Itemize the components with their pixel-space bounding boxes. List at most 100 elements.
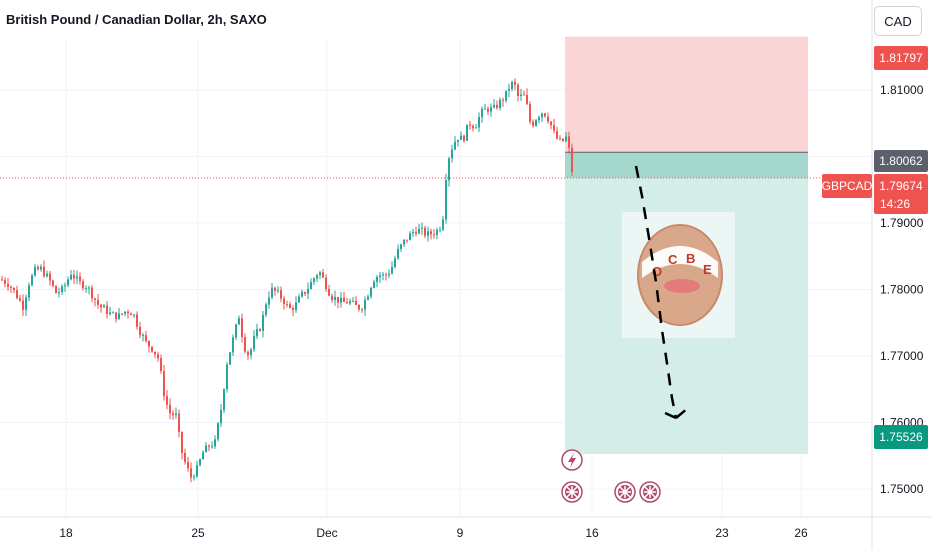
candle-body (463, 135, 465, 141)
symbol-title[interactable]: British Pound / Canadian Dollar, 2h, SAX… (6, 12, 267, 27)
candle-body (208, 445, 210, 447)
candle-body (460, 135, 462, 140)
candle-body (256, 329, 258, 337)
candle-body (487, 108, 489, 112)
candle-body (430, 231, 432, 235)
candle-body (535, 120, 537, 126)
candle-body (226, 364, 228, 390)
candle-body (439, 229, 441, 231)
candle-body (559, 138, 561, 140)
candle-body (202, 452, 204, 460)
time-label-23: 23 (715, 526, 729, 540)
uk-flag-event-icon[interactable] (639, 481, 661, 503)
candle-body (538, 117, 540, 121)
candle-body (79, 276, 81, 282)
candle-body (352, 300, 354, 302)
projection-dashed-path[interactable] (634, 165, 689, 420)
candle-body (424, 227, 426, 236)
candle-body (70, 274, 72, 280)
candle-body (169, 404, 171, 414)
candle-body (388, 273, 390, 276)
candle-body (214, 439, 216, 447)
watermark-letter-o: O (652, 264, 662, 279)
candle-body (19, 298, 21, 301)
candle-body (340, 297, 342, 303)
candle-body (115, 312, 117, 319)
candle-body (415, 231, 417, 234)
candle-body (184, 452, 186, 463)
horizontal-grid (0, 89, 872, 490)
candle-body (313, 278, 315, 282)
candle-body (286, 304, 288, 306)
candle-body (499, 99, 501, 108)
take-profit-badge: 1.75526 (874, 425, 928, 449)
candle-body (64, 285, 66, 287)
candle-body (16, 290, 18, 299)
candle-body (337, 296, 339, 303)
candle-body (13, 287, 15, 291)
candle-body (49, 273, 51, 281)
candle-body (562, 138, 564, 141)
candle-body (529, 104, 531, 122)
candle-body (358, 304, 360, 310)
candle-body (247, 351, 249, 356)
candle-body (421, 227, 423, 229)
candle-body (94, 298, 96, 300)
candle-body (391, 267, 393, 274)
candle-body (46, 273, 48, 277)
candle-body (292, 307, 294, 311)
candle-body (289, 304, 291, 308)
candle-body (307, 288, 309, 294)
lightning-event-icon[interactable] (561, 449, 583, 471)
uk-flag-event-icon[interactable] (561, 481, 583, 503)
candle-body (331, 295, 333, 300)
stop-loss-zone[interactable] (565, 36, 808, 153)
price-tick-label: 1.75000 (880, 482, 924, 496)
candle-body (379, 275, 381, 278)
candle-body (25, 297, 27, 310)
candle-body (310, 281, 312, 289)
candle-body (109, 312, 111, 314)
time-label-26: 26 (794, 526, 808, 540)
candle-body (547, 116, 549, 122)
candle-body (445, 180, 447, 220)
candle-body (508, 89, 510, 91)
uk-flag-event-icon[interactable] (614, 481, 636, 503)
candle-body (97, 299, 99, 305)
time-label-18: 18 (59, 526, 73, 540)
candle-body (442, 219, 444, 230)
candle-body (457, 139, 459, 142)
candle-body (124, 311, 126, 314)
candle-body (490, 107, 492, 112)
candle-body (82, 281, 84, 289)
candle-body (511, 81, 513, 90)
candle-body (73, 274, 75, 279)
candle-body (436, 229, 438, 235)
candle-body (565, 136, 567, 141)
bar-countdown: 14:26 (880, 197, 910, 211)
candle-body (190, 468, 192, 478)
svg-text:1.75526: 1.75526 (879, 430, 923, 444)
candle-body (181, 431, 183, 453)
candle-body (376, 277, 378, 282)
last-price-badge: 1.79674 14:26 (874, 174, 928, 214)
candle-body (541, 113, 543, 118)
candle-body (433, 234, 435, 236)
candle-body (103, 305, 105, 308)
candlestick-series (1, 78, 573, 483)
candle-body (58, 292, 60, 294)
candle-body (178, 413, 180, 432)
candle-body (34, 266, 36, 276)
time-label-9: 9 (457, 526, 464, 540)
candle-body (478, 117, 480, 128)
price-axis[interactable]: 1.810001.800001.790001.780001.770001.760… (871, 0, 924, 550)
candle-body (349, 301, 351, 304)
price-tick-label: 1.79000 (880, 216, 924, 230)
candle-body (301, 291, 303, 297)
candle-body (244, 336, 246, 352)
event-markers[interactable] (561, 449, 661, 503)
candle-body (133, 314, 135, 316)
currency-button[interactable]: CAD (874, 6, 922, 36)
time-axis[interactable]: 18 25 Dec 9 16 23 26 (0, 516, 932, 540)
